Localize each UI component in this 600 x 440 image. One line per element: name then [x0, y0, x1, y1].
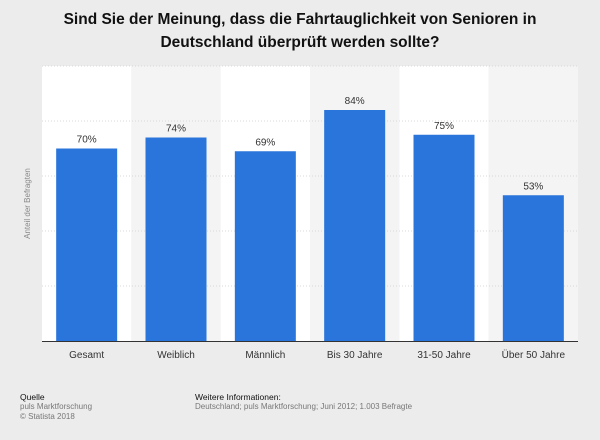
x-tick-label: Bis 30 Jahre: [327, 350, 383, 361]
y-axis-label: Anteil der Befragten: [23, 168, 32, 239]
value-label: 74%: [166, 124, 186, 135]
value-labels: 70% 74% 69% 84% 75% 53%: [77, 96, 544, 192]
bar: [56, 148, 118, 341]
chart-title: Sind Sie der Meinung, dass die Fahrtaugl…: [0, 8, 600, 54]
source-line: puls Marktforschung: [20, 402, 93, 411]
gridlines: [42, 65, 578, 287]
x-tick-label: Über 50 Jahre: [502, 349, 566, 361]
bar: [234, 151, 296, 341]
copyright-line: © Statista 2018: [20, 412, 75, 421]
x-tick-label: Gesamt: [69, 350, 104, 361]
source-block: Quelle puls Marktforschung © Statista 20…: [20, 392, 92, 422]
x-tick-label: 31-50 Jahre: [417, 350, 471, 361]
value-label: 75%: [434, 121, 454, 132]
bar: [502, 195, 564, 341]
info-heading: Weitere Informationen:: [195, 392, 281, 402]
bars: [56, 110, 564, 341]
bar: [145, 137, 207, 341]
value-label: 70%: [77, 135, 97, 146]
bar: [324, 110, 386, 341]
source-heading: Quelle: [20, 392, 45, 402]
info-text: Deutschland; puls Marktforschung; Juni 2…: [195, 402, 413, 411]
chart-title-line-2: Deutschland überprüft werden sollte?: [160, 34, 440, 51]
x-tick-label: Männlich: [245, 350, 285, 361]
value-label: 53%: [523, 181, 543, 192]
x-tick-label: Weiblich: [157, 350, 195, 361]
shaded-bands: [42, 66, 578, 341]
value-label: 84%: [345, 96, 365, 107]
bar: [413, 134, 475, 341]
chart-title-line-1: Sind Sie der Meinung, dass die Fahrtaugl…: [63, 11, 537, 28]
x-tick-labels: Gesamt Weiblich Männlich Bis 30 Jahre 31-50 …: [69, 349, 565, 361]
info-block: Weitere Informationen: Deutschland; puls…: [195, 392, 412, 412]
bar-chart: 70% 74% 69% 84% 75% 53% Gesamt Weiblich Männlic…: [23, 65, 578, 361]
value-label: 69%: [255, 137, 275, 148]
